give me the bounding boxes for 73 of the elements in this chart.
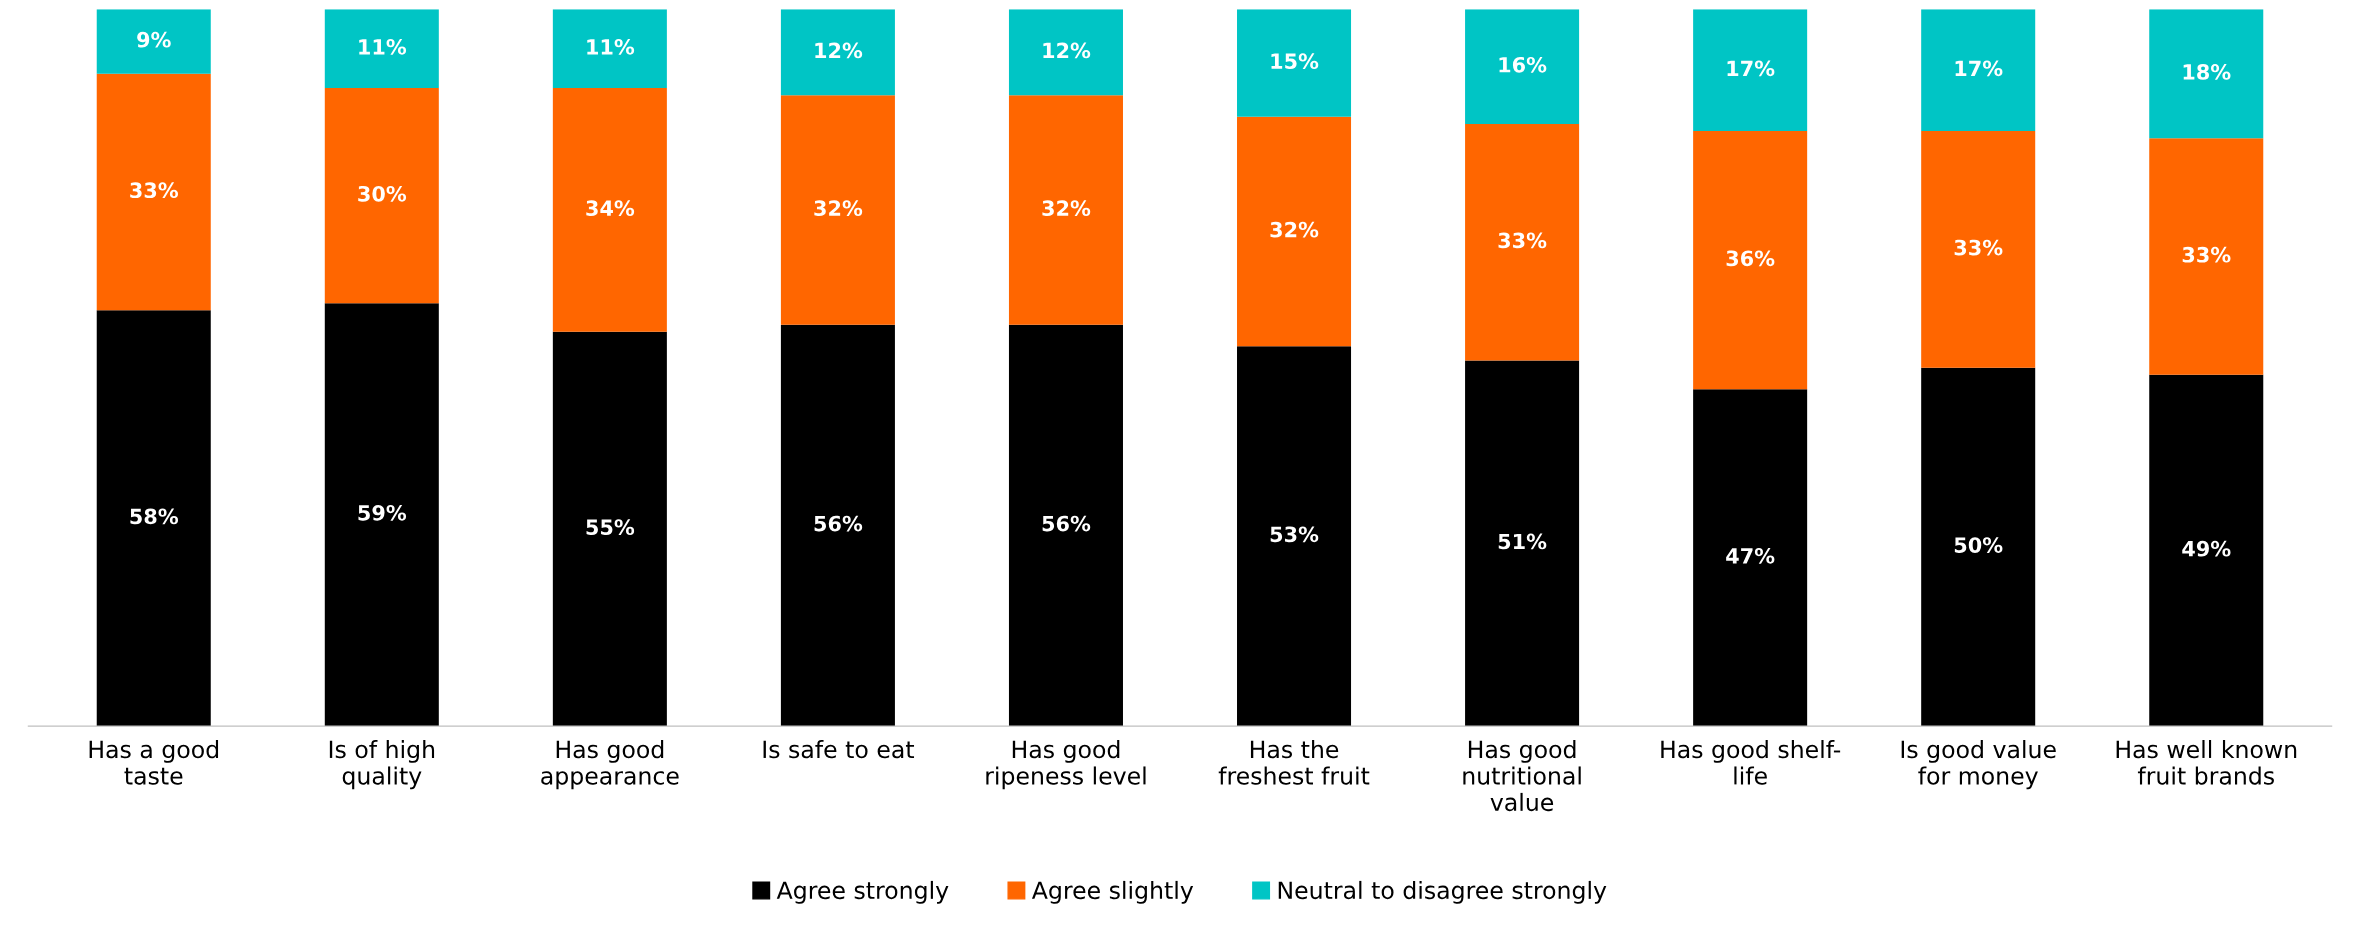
data-label: 32% [1042,200,1091,217]
data-label: 17% [1727,60,1775,77]
data-label: 58% [130,508,179,525]
bar [1465,123,1580,361]
bar [1693,131,1808,390]
bar [2149,9,2264,139]
data-label: 16% [1499,56,1547,73]
bar [2149,138,2264,375]
x-tick-label: Has well known fruit brands [2116,740,2297,785]
x-tick-label: Is safe to eat [763,740,915,759]
data-label: 30% [358,185,407,202]
bar [780,324,895,727]
data-label: 32% [1270,221,1319,238]
x-tick-label: Has good appearance [541,740,679,790]
data-label: 47% [1726,547,1775,564]
bar [1237,9,1352,117]
data-label: 55% [586,519,635,536]
bar [324,88,439,304]
data-label: 32% [814,200,863,217]
data-label: 51% [1498,533,1547,550]
x-tick-label: Is good value for money [1901,740,2056,790]
bar [1921,367,2036,727]
data-label: 18% [2183,64,2231,80]
data-label: 59% [358,504,407,521]
data-label: 11% [359,38,407,55]
data-label: 56% [814,515,863,532]
bar [96,73,211,311]
data-label: 9% [137,31,171,48]
legend-label: Agree slightly [1031,880,1194,904]
x-tick-label: Is of high quality [329,740,435,790]
x-tick-label: Has a good taste [89,740,219,785]
bar [1008,95,1123,325]
bar [1693,389,1808,727]
data-label: 17% [1955,60,2003,77]
bar [780,9,895,96]
bar [1465,9,1580,124]
x-tick-label: Has good ripeness level [986,740,1146,790]
bar [1921,131,2036,368]
data-label: 53% [1270,526,1319,543]
bar [552,88,667,332]
data-label: 11% [587,38,635,55]
data-label: 12% [815,42,863,59]
bar [552,9,667,89]
x-tick-label: Has the freshest fruit [1218,740,1370,785]
bar [1465,360,1580,727]
data-label: 33% [2182,246,2231,263]
bar [324,9,439,89]
data-label: 50% [1954,537,2003,553]
bar [1237,346,1352,727]
bar [552,331,667,727]
legend-label: Neutral to disagree strongly [1278,880,1607,904]
bar [96,310,211,727]
bar [780,95,895,325]
bar [96,9,211,74]
bar [324,303,439,727]
data-label: 49% [2182,540,2231,557]
bar [1921,9,2036,132]
bar [1237,116,1352,347]
data-label: 15% [1271,53,1319,70]
data-label: 33% [130,182,179,199]
bar [1008,324,1123,727]
bar [1693,9,1808,132]
x-tick-label: Has good shelf- life [1661,740,1841,785]
data-label: 34% [586,200,635,217]
data-label: 12% [1043,42,1091,59]
bar [1008,9,1123,96]
data-label: 33% [1954,239,2003,256]
bar [2149,374,2264,727]
legend-label: Agree strongly [776,880,949,904]
data-label: 33% [1498,232,1547,249]
data-label: 56% [1042,515,1091,532]
data-label: 36% [1726,250,1775,267]
x-tick-label: Has good nutritional value [1463,740,1581,812]
